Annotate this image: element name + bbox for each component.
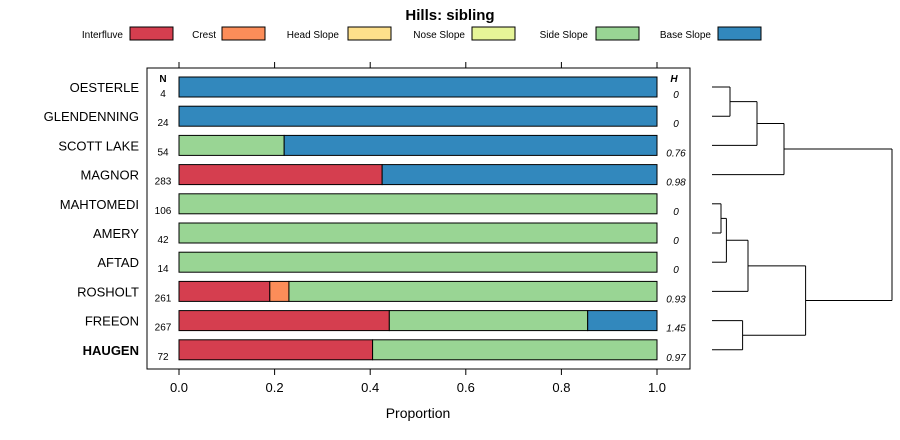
bar-segment-base-slope xyxy=(283,134,658,156)
row-label: HAUGEN xyxy=(83,343,139,358)
h-value: 0.97 xyxy=(666,353,686,364)
n-value: 267 xyxy=(155,323,172,334)
legend-swatch-base-slope xyxy=(717,26,762,41)
row-label: AFTAD xyxy=(97,255,139,270)
x-tick-label: 0.4 xyxy=(361,380,379,395)
bar-segment-side-slope xyxy=(178,193,658,215)
row-label: GLENDENNING xyxy=(44,109,139,124)
n-value: 261 xyxy=(155,293,172,304)
legend-label-interfluve: Interfluve xyxy=(82,30,124,41)
bar-segment-side-slope xyxy=(288,280,658,302)
h-value: 0 xyxy=(673,90,679,101)
chart-title: Hills: sibling xyxy=(405,7,494,24)
x-tick-label: 0.0 xyxy=(170,380,188,395)
bar-segment-interfluve xyxy=(178,310,390,332)
row-label: FREEON xyxy=(85,314,139,329)
n-value: 42 xyxy=(157,235,169,246)
legend-label-crest: Crest xyxy=(192,30,216,41)
legend-swatch-crest xyxy=(221,26,266,41)
n-value: 54 xyxy=(157,147,169,158)
h-value: 0.98 xyxy=(666,178,686,189)
bar-segment-side-slope xyxy=(178,251,658,273)
h-value: 0 xyxy=(673,207,679,218)
dendrogram xyxy=(712,86,893,351)
n-column-header: N xyxy=(159,74,166,85)
n-value: 106 xyxy=(155,206,172,217)
bar-segment-base-slope xyxy=(587,310,658,332)
legend-label-nose-slope: Nose Slope xyxy=(413,30,465,41)
bar-segment-side-slope xyxy=(372,339,658,361)
bar-segment-side-slope xyxy=(178,134,285,156)
legend: Interfluve Crest Head Slope Nose Slope Side … xyxy=(82,26,762,41)
h-value: 0 xyxy=(673,236,679,247)
legend-swatch-interfluve xyxy=(129,26,174,41)
bar-segment-interfluve xyxy=(178,164,383,186)
legend-label-base-slope: Base Slope xyxy=(660,30,712,41)
legend-swatch-side-slope xyxy=(595,26,640,41)
bar-segment-crest xyxy=(269,280,290,302)
n-value: 283 xyxy=(155,177,172,188)
bar-segment-side-slope xyxy=(388,310,589,332)
x-axis: 0.0 0.2 0.4 0.6 0.8 1.0 xyxy=(170,369,666,395)
legend-swatch-head-slope xyxy=(347,26,392,41)
h-value: 1.45 xyxy=(666,324,686,335)
x-tick-label: 0.8 xyxy=(552,380,570,395)
row-label: ROSHOLT xyxy=(77,284,139,299)
legend-swatch-nose-slope xyxy=(471,26,516,41)
n-value: 14 xyxy=(157,264,169,275)
n-value: 72 xyxy=(157,352,169,363)
x-tick-label: 1.0 xyxy=(648,380,666,395)
bar-segment-interfluve xyxy=(178,280,271,302)
x-tick-label: 0.2 xyxy=(266,380,284,395)
h-value: 0 xyxy=(673,265,679,276)
top-axis-ticks xyxy=(178,62,658,68)
bar-segment-base-slope xyxy=(381,164,658,186)
h-value: 0.76 xyxy=(666,148,686,159)
bar-segment-interfluve xyxy=(178,339,374,361)
n-value: 4 xyxy=(160,89,166,100)
legend-label-side-slope: Side Slope xyxy=(540,30,589,41)
plot-frame xyxy=(146,67,691,370)
bar-segment-base-slope xyxy=(178,76,658,98)
row-label: AMERY xyxy=(93,226,139,241)
h-value: 0 xyxy=(673,119,679,130)
x-tick-label: 0.6 xyxy=(457,380,475,395)
bar-segment-base-slope xyxy=(178,105,658,127)
bar-rows: OESTERLE 4 0 GLENDENNING 24 0 SCOTT LAKE 54 0.76… xyxy=(44,76,686,364)
row-label: MAGNOR xyxy=(81,168,140,183)
row-label: MAHTOMEDI xyxy=(60,197,139,212)
n-value: 24 xyxy=(157,118,169,129)
row-label: SCOTT LAKE xyxy=(58,138,139,153)
h-column-header: H xyxy=(670,74,678,85)
x-axis-label: Proportion xyxy=(386,405,451,421)
bar-segment-side-slope xyxy=(178,222,658,244)
row-label: OESTERLE xyxy=(70,80,140,95)
legend-label-head-slope: Head Slope xyxy=(287,30,340,41)
h-value: 0.93 xyxy=(666,294,686,305)
